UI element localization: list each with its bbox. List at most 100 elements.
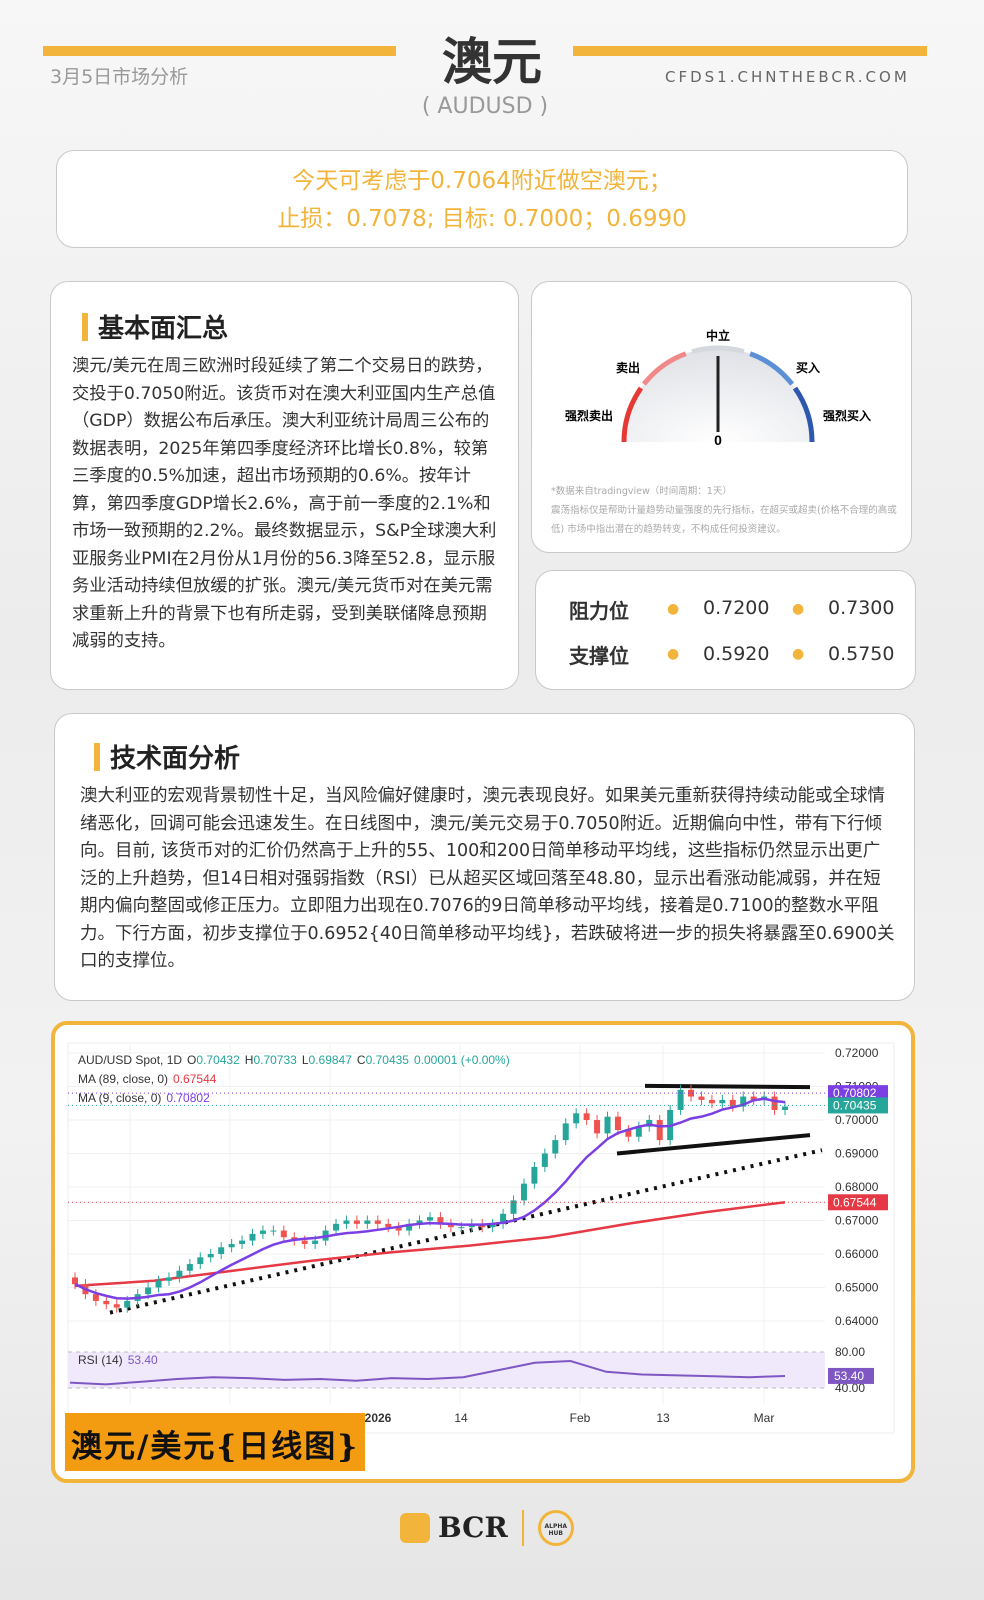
- candle: [740, 1096, 747, 1107]
- technical-card: 技术面分析 澳大利亚的宏观背景韧性十足，当风险偏好健康时，澳元表现良好。如果美元…: [54, 713, 915, 1001]
- candle: [729, 1099, 736, 1107]
- candle: [124, 1300, 131, 1308]
- fundamentals-title: 基本面汇总: [82, 308, 504, 345]
- gauge-label-strong-sell: 强烈卖出: [565, 408, 613, 423]
- candle: [604, 1116, 611, 1134]
- candle: [437, 1217, 444, 1224]
- candle: [489, 1223, 496, 1228]
- candle: [500, 1213, 507, 1224]
- price-tag-label: 0.67544: [833, 1195, 877, 1209]
- x-tick-label: 13: [656, 1411, 670, 1425]
- page-subtitle: ( AUDUSD ): [421, 94, 549, 119]
- gauge-value: 0: [714, 432, 722, 448]
- y-tick-label: 0.66000: [835, 1247, 879, 1261]
- candle: [218, 1247, 225, 1254]
- candle: [698, 1096, 705, 1100]
- candle: [395, 1227, 402, 1231]
- x-tick-label: 14: [454, 1411, 468, 1425]
- candle: [614, 1116, 621, 1131]
- legend-ma9: MA (9, close, 0) 0.70802: [78, 1091, 210, 1105]
- bullet-icon: ●: [792, 601, 805, 617]
- fundamentals-text: 澳元/美元在周三欧洲时段延续了第二个交易日的跌势，交投于0.7050附近。该货币…: [72, 356, 497, 651]
- candle: [374, 1220, 381, 1224]
- gauge-notes: *数据来自tradingview（时间周期：1天） 震荡指标仅是帮助计量趋势动量…: [551, 482, 901, 539]
- candle: [301, 1240, 308, 1244]
- gauge-arc-sell: [641, 351, 687, 386]
- candle: [92, 1294, 99, 1301]
- rsi-tag-label: 53.40: [834, 1369, 864, 1383]
- gauge-arc-strong-buy: [792, 386, 815, 443]
- fundamentals-card: 基本面汇总 澳元/美元在周三欧洲时段延续了第二个交易日的跌势，交投于0.7050…: [50, 281, 519, 690]
- candle: [186, 1264, 193, 1271]
- candle: [406, 1223, 413, 1231]
- rsi-tick-label: 40.00: [835, 1381, 865, 1395]
- gauge-label-strong-buy: 强烈买入: [823, 409, 871, 423]
- price-tag: [828, 1085, 888, 1102]
- logo-divider: [521, 1510, 524, 1546]
- y-tick-label: 0.69000: [835, 1147, 879, 1161]
- y-tick-label: 0.67000: [835, 1214, 879, 1228]
- candle: [239, 1240, 246, 1244]
- gauge-label-sell: 卖出: [616, 360, 640, 375]
- rsi-band: [68, 1352, 825, 1388]
- price-tag: [828, 1194, 888, 1211]
- gauge-arc-buy: [749, 351, 795, 386]
- candle: [72, 1277, 78, 1285]
- chart-caption: 澳元/美元{日线图}: [65, 1413, 365, 1471]
- candle: [635, 1126, 642, 1137]
- x-tick-label: 2026: [365, 1411, 392, 1425]
- rsi-tick-label: 80.00: [835, 1345, 865, 1359]
- date-label: 3月5日市场分析: [50, 66, 189, 88]
- bullet-icon: ●: [667, 646, 680, 662]
- candle: [145, 1287, 152, 1295]
- candle: [416, 1220, 423, 1224]
- trade-signal-card: 今天可考虑于0.7064附近做空澳元； 止损：0.7078; 目标: 0.700…: [56, 150, 908, 248]
- candle: [677, 1089, 684, 1110]
- resistance-1: 0.7200: [703, 597, 770, 619]
- channel-lower-line: [616, 1133, 811, 1156]
- y-tick-label: 0.64000: [835, 1314, 879, 1328]
- technical-text: 澳大利亚的宏观背景韧性十足，当风险偏好健康时，澳元表现良好。如果美元重新获得持续…: [80, 786, 895, 971]
- candle: [165, 1277, 172, 1281]
- levels-card: 阻力位 ● 0.7200 ● 0.7300 支撑位 ● 0.5920 ● 0.5…: [535, 570, 916, 690]
- candle: [531, 1166, 538, 1184]
- legend-symbol: AUD/USD Spot, 1D O0.70432 H0.70733 L0.69847…: [78, 1053, 510, 1067]
- gauge-disclaimer: 震荡指标仅是帮助计量趋势动量强度的先行指标，在超买或超卖(价格不合理的高或低) …: [551, 505, 897, 535]
- candle: [688, 1089, 695, 1097]
- candle: [750, 1096, 757, 1100]
- candle: [249, 1233, 256, 1241]
- candle: [782, 1106, 788, 1110]
- candle: [228, 1243, 235, 1248]
- signal-line-2: 止损：0.7078; 目标: 0.7000；0.6990: [277, 206, 687, 232]
- header-bar-right: [573, 46, 927, 56]
- candle: [113, 1304, 120, 1308]
- gauge-label-buy: 买入: [796, 361, 820, 375]
- support-2: 0.5750: [828, 643, 895, 665]
- candle: [447, 1223, 454, 1228]
- ma89-line: [74, 1201, 786, 1288]
- candle: [197, 1257, 204, 1265]
- support-label: 支撑位: [569, 644, 629, 668]
- header-bar-left: [43, 46, 396, 56]
- candle: [333, 1223, 340, 1231]
- candle: [353, 1220, 360, 1224]
- y-tick-label: 0.70000: [835, 1113, 879, 1127]
- candle: [708, 1099, 715, 1104]
- candle: [343, 1220, 350, 1224]
- technical-title: 技术面分析: [94, 738, 896, 775]
- candle: [656, 1120, 663, 1141]
- price-tag: [828, 1097, 888, 1114]
- candle: [625, 1130, 632, 1137]
- x-tick-label: Mar: [754, 1411, 775, 1425]
- candle: [312, 1240, 319, 1244]
- site-url[interactable]: CFDS1.CHNTHEBCR.COM: [665, 68, 910, 86]
- candle: [552, 1140, 559, 1154]
- gauge-source-note: *数据来自tradingview（时间周期：1天）: [551, 486, 732, 497]
- candle: [719, 1099, 726, 1104]
- candle: [155, 1280, 162, 1288]
- candle: [207, 1254, 214, 1258]
- bcr-logo-text: BCR: [438, 1511, 508, 1544]
- candle: [364, 1220, 371, 1224]
- gauge-card: 0 中立 卖出 买入 强烈卖出 强烈买入 *数据来自tradingview（时间…: [531, 281, 912, 553]
